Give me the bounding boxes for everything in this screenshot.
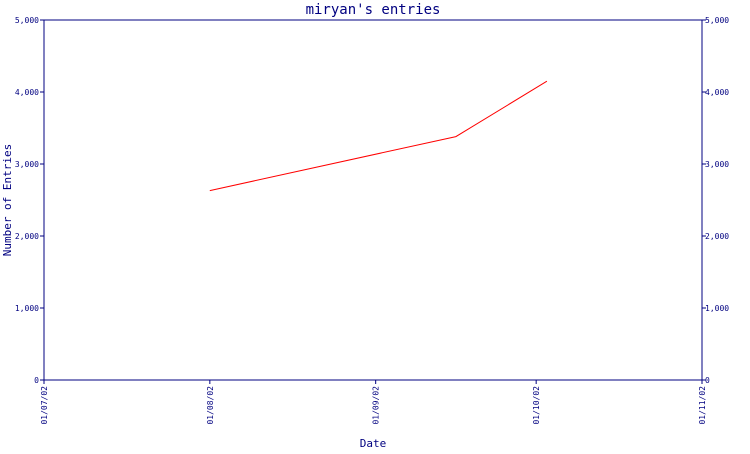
x-tick-label: 01/11/02	[698, 386, 707, 425]
y-tick-label-left: 1,000	[15, 304, 39, 313]
series-line	[209, 80, 548, 192]
y-axis-right: 0 1,000 2,000 3,000 4,000 5,000	[702, 16, 729, 385]
y-tick-label-right: 5,000	[705, 16, 729, 25]
y-tick-label-right: 3,000	[705, 160, 729, 169]
y-tick-label-right: 0	[705, 376, 710, 385]
x-tick-label: 01/10/02	[532, 386, 541, 425]
y-tick-label-right: 4,000	[705, 88, 729, 97]
x-tick-label: 01/07/02	[40, 386, 49, 425]
y-tick-label-right: 2,000	[705, 232, 729, 241]
x-axis-label: Date	[360, 437, 387, 450]
y-tick-label-left: 5,000	[15, 16, 39, 25]
y-tick-label-left: 2,000	[15, 232, 39, 241]
y-axis-left: 0 1,000 2,000 3,000 4,000 5,000	[15, 16, 44, 385]
chart-title: miryan's entries	[306, 2, 441, 18]
y-tick-label-left: 0	[34, 376, 39, 385]
plot-frame	[43, 19, 703, 381]
x-tick-label: 01/09/02	[372, 386, 381, 425]
y-tick-label-right: 1,000	[705, 304, 729, 313]
y-tick-label-left: 4,000	[15, 88, 39, 97]
y-axis-label: Number of Entries	[1, 144, 14, 257]
x-axis: 01/07/02 01/08/02 01/09/02 01/10/02 01/11/02	[40, 380, 707, 425]
series-layer	[209, 80, 548, 192]
y-tick-label-left: 3,000	[15, 160, 39, 169]
x-tick-label: 01/08/02	[206, 386, 215, 425]
